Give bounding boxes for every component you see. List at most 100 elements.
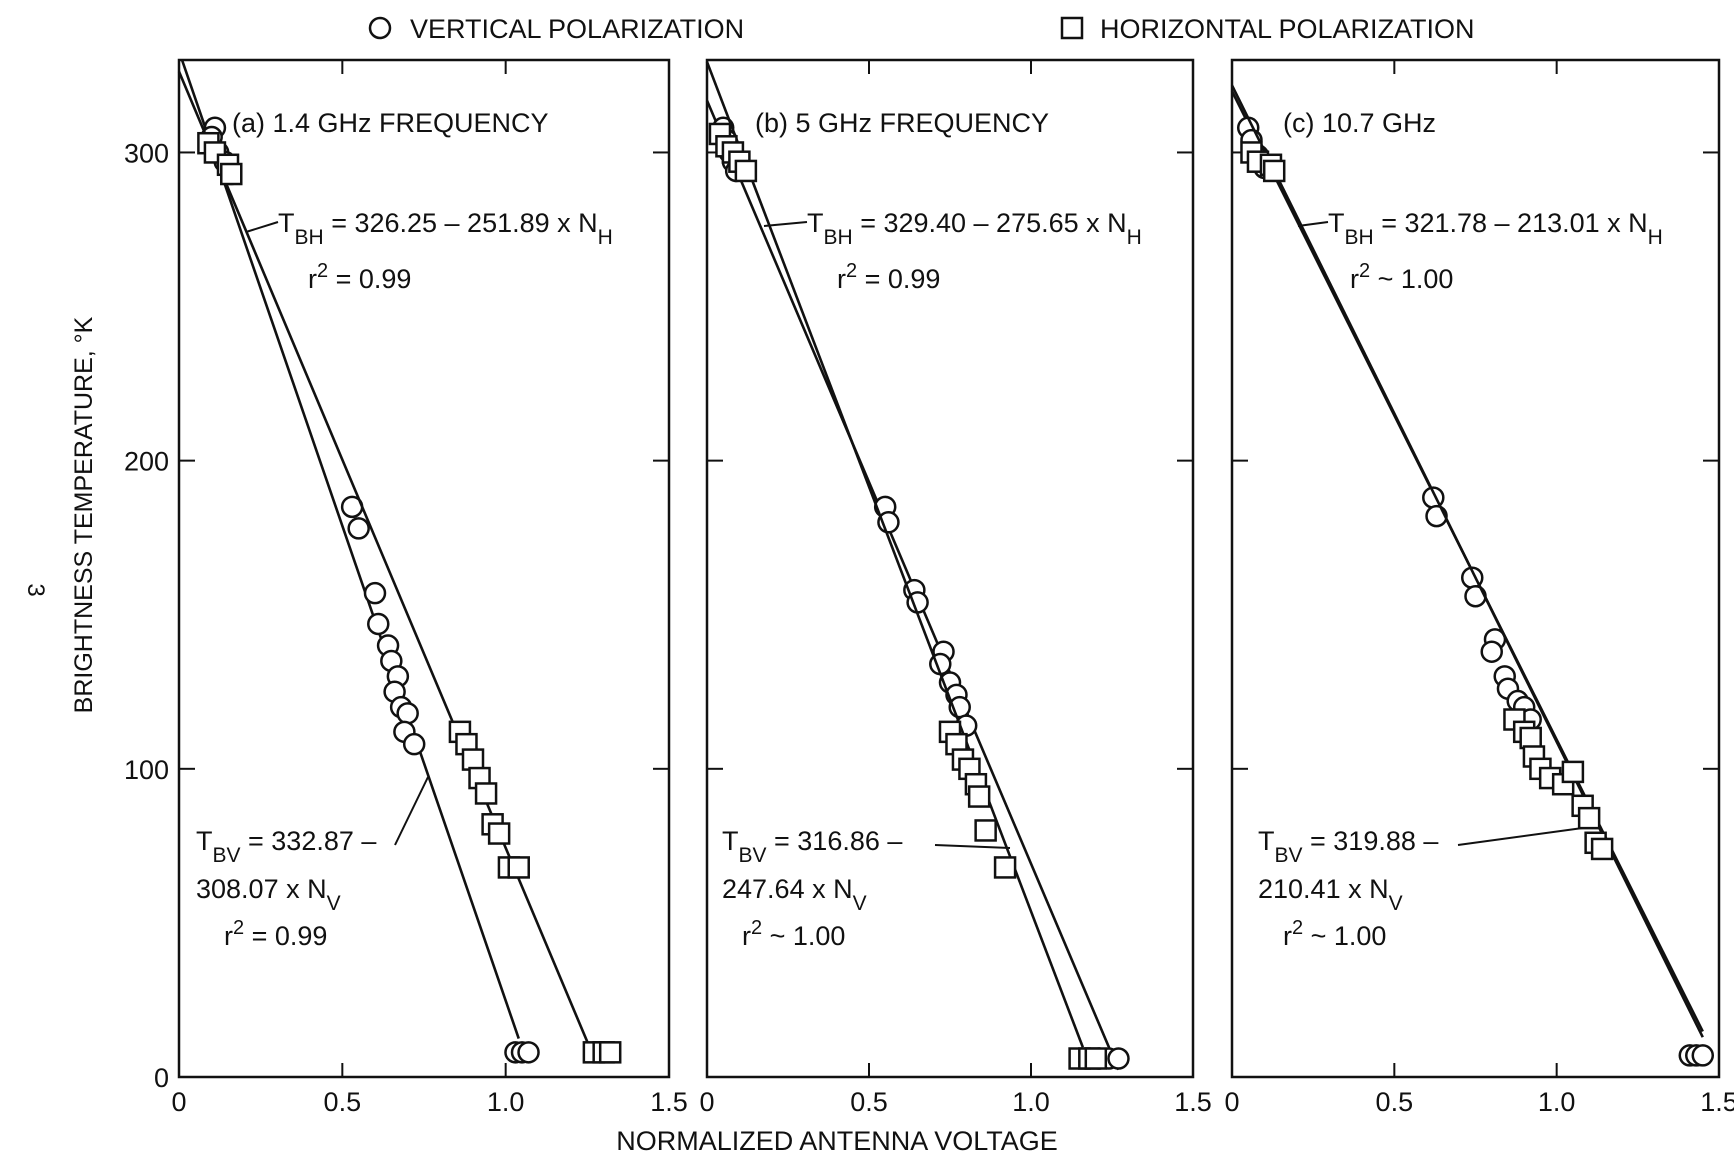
panel-2: 0 0.5 1.0 1.5 (c) 10.7 GHz TBV = 319.88 – 210.… xyxy=(1224,58,1734,1117)
bh-equation-subscript: BH xyxy=(824,226,853,249)
bh-equation-subscript: BH xyxy=(1345,226,1374,249)
horizontal-fit-line xyxy=(177,71,596,1058)
r-symbol: r xyxy=(224,921,233,951)
panel-title: (b) 5 GHz FREQUENCY xyxy=(755,108,1049,138)
r-symbol: r xyxy=(837,264,846,294)
bh-r-squared: r2 = 0.99 xyxy=(308,260,411,294)
bh-equation: TBH = 329.40 – 275.65 x NH xyxy=(807,208,1142,249)
r-symbol: r xyxy=(742,921,751,951)
bv-equation-line1: TBV = 332.87 – xyxy=(196,826,376,867)
vertical-data-point xyxy=(347,517,370,540)
horizontal-data-point xyxy=(993,856,1017,879)
x-tick-label: 1.5 xyxy=(1174,1087,1212,1117)
legend-circle-marker xyxy=(368,16,392,40)
bv-equation-line2: 210.41 x NV xyxy=(1258,874,1403,915)
bv-variable-subscript: V xyxy=(1389,892,1403,915)
plot-frame xyxy=(1230,58,1721,1079)
bv-equation-line1-subscript: BV xyxy=(213,844,241,867)
horizontal-data-point xyxy=(1577,806,1601,830)
vertical-data-point xyxy=(1691,1044,1715,1067)
bv-coefficient: 210.41 x N xyxy=(1258,874,1389,904)
bv-equation-line1-subscript: BV xyxy=(739,844,767,867)
x-tick-label: 0 xyxy=(1224,1087,1239,1117)
horizontal-data-point xyxy=(974,819,997,842)
bv-equation-line2: 308.07 x NV xyxy=(196,874,341,915)
bh-equation-variable-subscript: H xyxy=(1648,226,1663,249)
horizontal-data-point xyxy=(461,748,485,771)
panel-title: (a) 1.4 GHz FREQUENCY xyxy=(232,108,549,138)
horizontal-data-point xyxy=(487,822,511,845)
bh-r-squared: r2 ~ 1.00 xyxy=(1350,260,1453,294)
bv-variable-subscript: V xyxy=(327,892,341,915)
bh-leader-line xyxy=(245,221,279,233)
r-exponent: 2 xyxy=(233,917,244,939)
horizontal-fit-line xyxy=(1230,84,1704,1038)
plot-frame xyxy=(705,58,1195,1079)
r-exponent: 2 xyxy=(846,260,857,282)
horizontal-data-point xyxy=(967,785,991,808)
horizontal-data-point xyxy=(598,1041,622,1064)
horizontal-data-point xyxy=(1262,159,1286,183)
bh-equation-expression: = 329.40 – 275.65 x N xyxy=(853,208,1127,238)
bv-equation-line1: TBV = 319.88 – xyxy=(1258,826,1438,867)
r-squared-value: ~ 1.00 xyxy=(762,921,845,951)
vertical-data-point xyxy=(363,581,387,605)
vertical-data-point xyxy=(1480,640,1503,663)
x-tick-label: 1.0 xyxy=(487,1087,525,1117)
r-symbol: r xyxy=(1283,921,1292,951)
bh-equation-symbol: T xyxy=(278,208,295,238)
bv-coefficient: 247.64 x N xyxy=(722,874,853,904)
x-axis-label: NORMALIZED ANTENNA VOLTAGE xyxy=(616,1126,1058,1156)
x-tick-label: 0 xyxy=(699,1087,714,1117)
r-squared-value: = 0.99 xyxy=(244,921,327,951)
bv-r-squared: r2 ~ 1.00 xyxy=(1283,917,1386,951)
bv-equation-line1-expression: = 332.87 – xyxy=(241,826,377,856)
bh-leader-line xyxy=(1297,221,1329,227)
horizontal-data-point xyxy=(1561,760,1585,784)
vertical-data-point xyxy=(396,702,419,725)
r-exponent: 2 xyxy=(1359,260,1370,282)
r-symbol: r xyxy=(308,264,317,294)
horizontal-data-point xyxy=(1590,837,1614,861)
bv-equation-line1-subscript: BV xyxy=(1275,844,1303,867)
r-squared-value: = 0.99 xyxy=(328,264,411,294)
horizontal-data-point xyxy=(220,162,243,186)
r-symbol: r xyxy=(1350,264,1359,294)
bv-coefficient: 308.07 x N xyxy=(196,874,327,904)
vertical-data-point xyxy=(1425,504,1448,528)
bh-equation-expression: = 321.78 – 213.01 x N xyxy=(1374,208,1648,238)
r-squared-value: ~ 1.00 xyxy=(1370,264,1453,294)
r-squared-value: = 0.99 xyxy=(857,264,940,294)
plot-frame xyxy=(177,58,671,1079)
bh-leader-line xyxy=(763,221,808,227)
horizontal-data-point xyxy=(507,856,530,879)
x-tick-label: 0.5 xyxy=(1376,1087,1414,1117)
bv-equation-line1-expression: = 316.86 – xyxy=(767,826,903,856)
x-tick-label: 1.0 xyxy=(1538,1087,1576,1117)
legend-square-marker xyxy=(1060,16,1084,40)
bh-equation-symbol: T xyxy=(1328,208,1345,238)
y-tick-label: 200 xyxy=(124,447,169,477)
vertical-data-point xyxy=(1107,1047,1130,1070)
page-mark: 3 xyxy=(22,583,49,596)
legend-vertical-label: VERTICAL POLARIZATION xyxy=(410,14,744,44)
horizontal-data-point xyxy=(1084,1047,1108,1070)
vertical-data-point xyxy=(367,612,390,636)
bh-equation-variable-subscript: H xyxy=(598,226,613,249)
y-axis-label: BRIGHTNESS TEMPERATURE, °K xyxy=(70,316,98,713)
bv-equation-line1-symbol: T xyxy=(196,826,213,856)
panel-0: 0 0.5 1.0 1.5 0 100 200 300 (a) 1.4 GHz FREQUENC… xyxy=(124,58,688,1117)
r-exponent: 2 xyxy=(317,260,328,282)
legend-horizontal-label: HORIZONTAL POLARIZATION xyxy=(1100,14,1475,44)
x-tick-label: 1.5 xyxy=(1700,1087,1734,1117)
x-tick-label: 0.5 xyxy=(324,1087,362,1117)
bv-equation-line2: 247.64 x NV xyxy=(722,874,867,915)
r-squared-value: ~ 1.00 xyxy=(1303,921,1386,951)
bh-equation: TBH = 321.78 – 213.01 x NH xyxy=(1328,208,1663,249)
panel-title: (c) 10.7 GHz xyxy=(1283,108,1436,138)
vertical-data-point xyxy=(402,732,426,756)
legend: VERTICAL POLARIZATION HORIZONTAL POLARIZ… xyxy=(368,14,1475,44)
x-tick-label: 0 xyxy=(171,1087,186,1117)
